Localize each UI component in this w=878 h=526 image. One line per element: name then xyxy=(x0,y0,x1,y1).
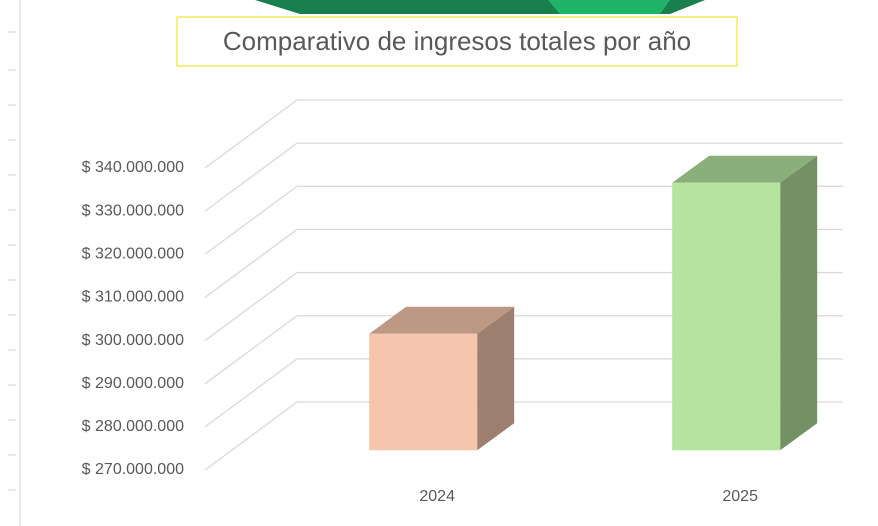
y-tick-label: $ 290.000.000 xyxy=(82,375,184,392)
bar-side xyxy=(477,306,515,451)
bar xyxy=(369,333,478,451)
bar-top xyxy=(369,306,515,334)
bar-top xyxy=(672,155,818,183)
y-tick-label: $ 320.000.000 xyxy=(82,246,184,263)
y-tick-label: $ 270.000.000 xyxy=(82,461,184,478)
x-tick-label: 2024 xyxy=(419,488,455,505)
grid-line xyxy=(204,142,843,212)
bar xyxy=(672,182,781,451)
y-tick-label: $ 340.000.000 xyxy=(82,159,184,176)
grid-line xyxy=(204,271,843,342)
left-margin xyxy=(8,0,21,526)
bar-side xyxy=(780,155,818,451)
grid-line xyxy=(204,185,843,255)
chart-title: Comparativo de ingresos totales por año xyxy=(223,26,691,56)
grid-line xyxy=(204,228,843,298)
grid-line xyxy=(204,358,843,428)
y-tick-label: $ 280.000.000 xyxy=(82,418,184,435)
decor-shape xyxy=(548,0,670,14)
y-tick-label: $ 300.000.000 xyxy=(82,332,184,349)
y-tick-label: $ 310.000.000 xyxy=(82,289,184,306)
grid-line xyxy=(204,315,843,385)
x-tick-label: 2025 xyxy=(722,488,758,505)
title-box xyxy=(176,16,738,67)
grid-line xyxy=(204,401,843,471)
y-tick-label: $ 330.000.000 xyxy=(82,202,184,219)
grid-line xyxy=(204,99,843,169)
